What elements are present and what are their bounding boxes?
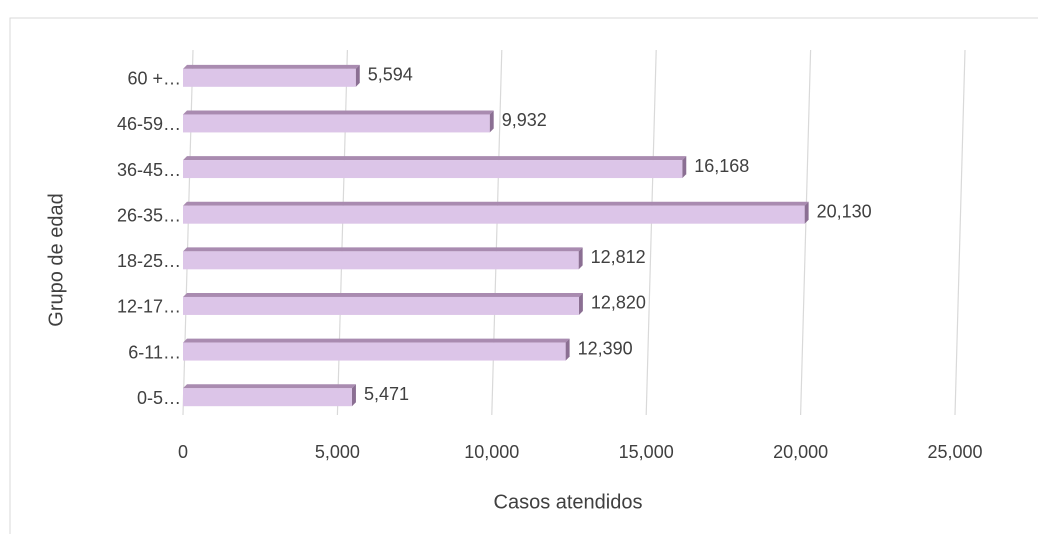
grid-line: [800, 49, 812, 416]
y-tick-label: 0-5…: [137, 388, 181, 408]
value-label: 12,820: [591, 293, 646, 313]
value-label: 12,390: [578, 338, 633, 358]
value-label: 5,594: [368, 65, 413, 85]
bar: [183, 64, 360, 87]
value-label: 16,168: [694, 156, 749, 176]
y-tick-label: 46-59…: [117, 114, 181, 134]
grid-line: [645, 49, 657, 416]
x-tick-label: 5,000: [315, 442, 360, 462]
x-tick-label: 10,000: [464, 442, 519, 462]
bar: [183, 338, 570, 361]
x-tick-label: 15,000: [619, 442, 674, 462]
y-tick-label: 12-17…: [117, 297, 181, 317]
y-tick-label: 26-35…: [117, 205, 181, 225]
x-tick-label: 25,000: [927, 442, 982, 462]
grid-line: [954, 49, 966, 416]
y-axis-label: Grupo de edad: [45, 193, 67, 326]
x-tick-label: 0: [178, 442, 188, 462]
x-axis-label: Casos atendidos: [494, 491, 643, 513]
y-tick-label: 18-25…: [117, 251, 181, 271]
bar: [183, 110, 494, 133]
y-tick-label: 6-11…: [128, 342, 181, 362]
x-tick-label: 20,000: [773, 442, 828, 462]
bar: [183, 247, 583, 270]
y-tick-label: 36-45…: [117, 160, 181, 180]
value-label: 5,471: [364, 384, 409, 404]
bar: [183, 292, 583, 315]
value-label: 20,130: [817, 201, 872, 221]
bar: [183, 201, 809, 224]
y-tick-label: 60 +…: [127, 69, 181, 89]
value-label: 9,932: [502, 110, 547, 130]
bar: [183, 156, 687, 179]
chart-frame: [9, 17, 1038, 534]
bar: [183, 384, 356, 407]
value-label: 12,812: [591, 247, 646, 267]
